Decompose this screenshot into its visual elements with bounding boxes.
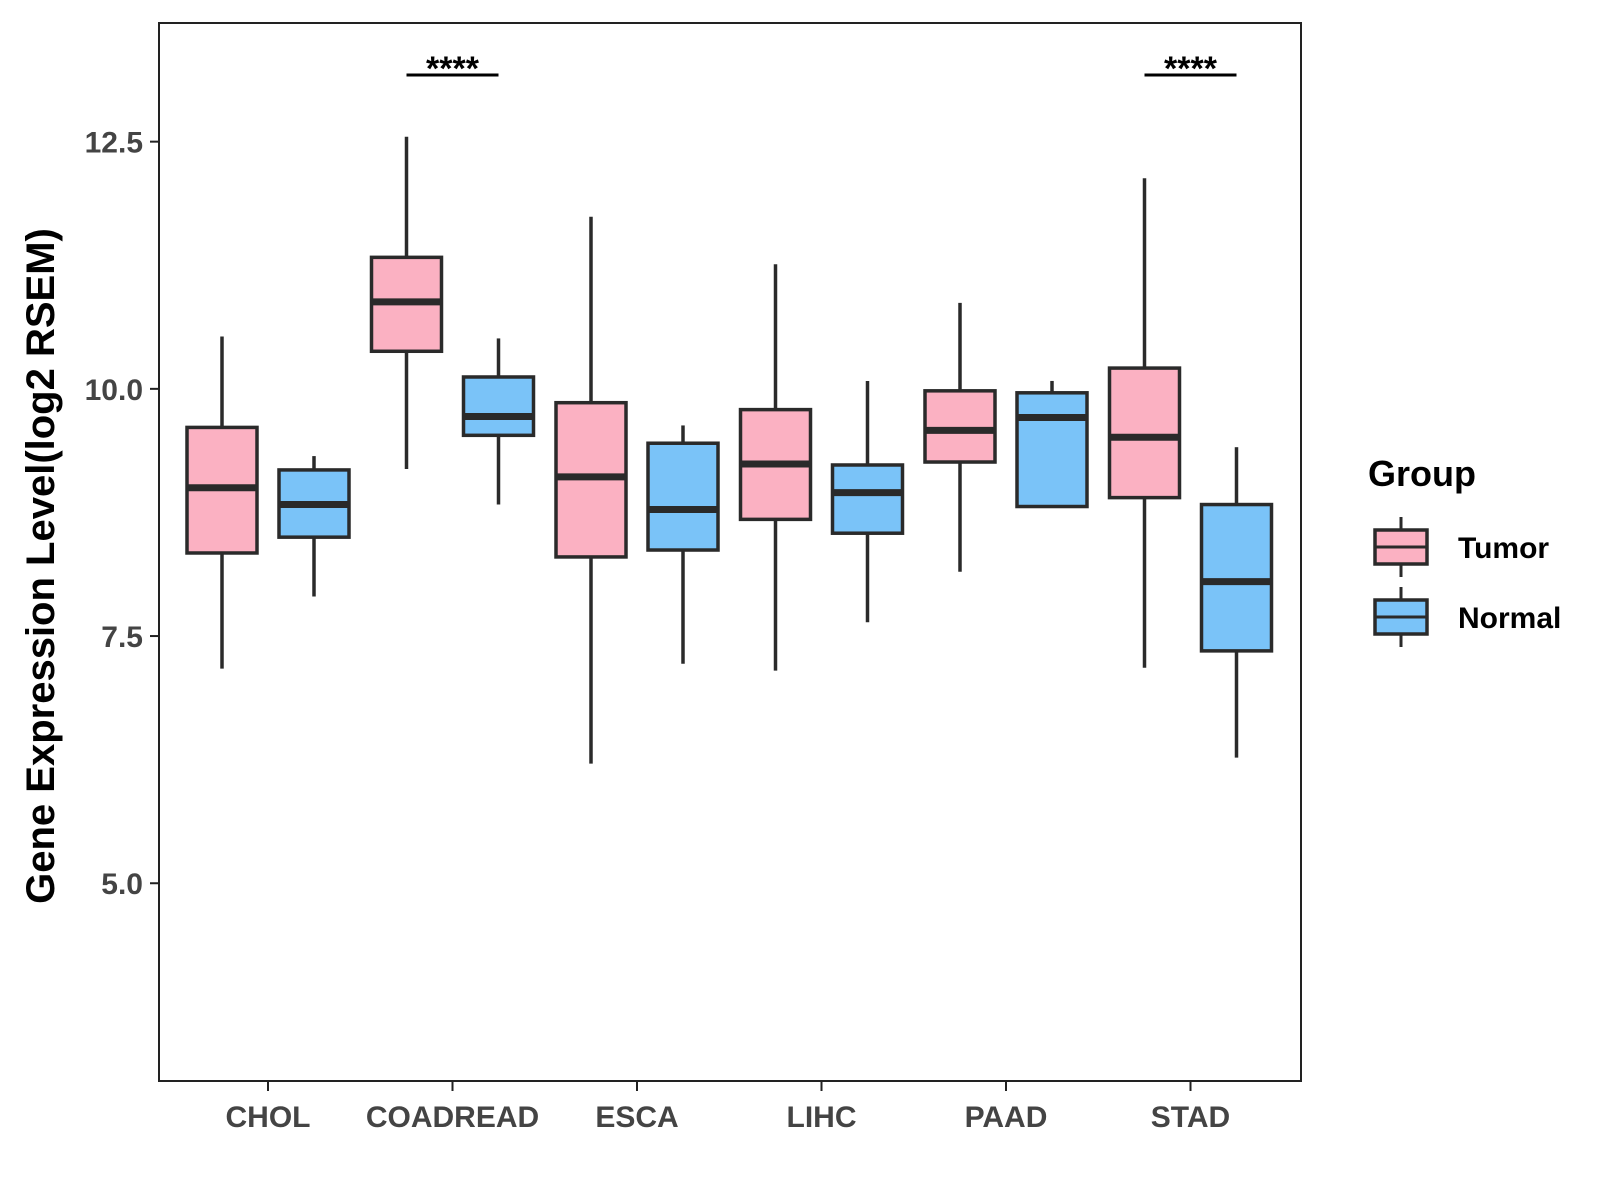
y-tick-label: 12.5: [85, 127, 143, 160]
box-tumor-lihc: [738, 264, 813, 671]
box-body: [461, 375, 536, 438]
annotations-layer: **** ****: [406, 50, 1237, 88]
box-body: [1107, 366, 1182, 500]
legend-label-normal: Normal: [1458, 602, 1561, 635]
box-normal-lihc: [830, 380, 905, 623]
y-axis: 5.0 7.5 10.0 12.5: [85, 127, 159, 901]
box-body: [1015, 391, 1089, 509]
significance-label: ****: [426, 50, 480, 88]
box-body: [923, 389, 997, 464]
box-normal-stad: [1199, 447, 1274, 758]
x-tick-label: STAD: [1151, 1101, 1230, 1134]
legend-label-tumor: Tumor: [1458, 532, 1549, 565]
boxes-layer: [185, 136, 1274, 764]
y-tick-label: 5.0: [101, 868, 143, 901]
box-body: [830, 463, 905, 535]
y-axis-title: Gene Expression Level(log2 RSEM): [19, 228, 63, 904]
box-normal-chol: [277, 456, 351, 597]
box-body: [1199, 502, 1274, 653]
legend-title: Group: [1368, 453, 1476, 494]
x-tick-label: ESCA: [595, 1101, 678, 1134]
y-tick-label: 10.0: [85, 374, 143, 407]
x-tick-label: COADREAD: [366, 1101, 539, 1134]
box-tumor-stad: [1107, 178, 1182, 668]
x-tick-label: PAAD: [965, 1101, 1048, 1134]
legend: Group Tumor Normal: [1368, 453, 1561, 647]
box-normal-paad: [1015, 380, 1089, 509]
box-normal-coadread: [461, 338, 536, 505]
significance-label: ****: [1164, 50, 1218, 88]
x-axis: CHOL COADREAD ESCA LIHC PAAD STAD: [226, 1081, 1230, 1134]
x-tick-label: LIHC: [787, 1101, 857, 1134]
box-tumor-esca: [554, 216, 628, 764]
plot-panel: [158, 22, 1302, 1082]
box-tumor-coadread: [369, 136, 444, 469]
box-normal-esca: [646, 425, 720, 664]
box-tumor-paad: [923, 302, 997, 572]
x-tick-label: CHOL: [226, 1101, 311, 1134]
box-body: [646, 441, 720, 552]
box-tumor-chol: [185, 336, 259, 669]
y-tick-label: 7.5: [101, 621, 143, 654]
